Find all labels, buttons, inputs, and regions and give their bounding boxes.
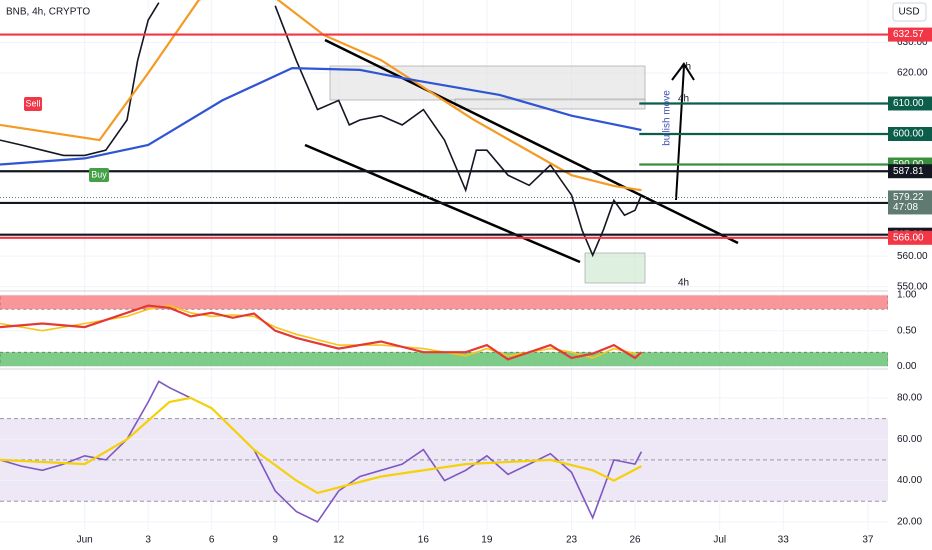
x-tick-label: 6 [209, 535, 215, 546]
y-tick-label: 80.00 [897, 393, 922, 404]
y-tick-label: 40.00 [897, 475, 922, 486]
x-tick-label: Jul [713, 535, 726, 546]
arrow-head [671, 62, 695, 81]
level-tag [888, 96, 932, 111]
buy-badge [89, 168, 109, 182]
x-tick-label: Jun [77, 535, 93, 546]
y-tick-label: 630.00 [897, 37, 928, 48]
trend-line [324, 38, 739, 245]
sell-badge [24, 97, 42, 111]
y-tick-label: 20.00 [897, 517, 922, 528]
y-tick-label: 550.00 [897, 281, 928, 292]
zone-box [584, 252, 646, 284]
level-label: 632.57 [893, 29, 924, 40]
level-tag [888, 230, 932, 245]
buy-label: Buy [91, 169, 107, 179]
series-line [0, 380, 643, 523]
last-price-tag [888, 190, 932, 215]
series-line [0, 304, 642, 359]
level-label: 610.00 [893, 98, 924, 109]
x-tick-label: 23 [566, 535, 578, 546]
tf-label: 4h [678, 94, 689, 105]
y-tick-label: 0.00 [897, 361, 917, 372]
currency-box[interactable] [892, 2, 927, 22]
y-tick-label: 560.00 [897, 251, 928, 262]
tf-label: 4h [678, 278, 689, 289]
x-tick-label: 12 [333, 535, 345, 546]
series-line [0, 396, 642, 495]
level-label: 566.00 [893, 232, 924, 243]
series-line [0, 2, 643, 258]
sell-label: Sell [25, 98, 40, 108]
countdown: 47:08 [893, 202, 918, 213]
tf-label: 4h [680, 62, 691, 73]
last-price-label: 579.22 [893, 192, 924, 203]
x-tick-label: 26 [629, 535, 641, 546]
background-layer [0, 0, 889, 530]
series-line [0, 304, 643, 361]
zone [0, 294, 889, 310]
y-tick-label: 1.00 [897, 290, 917, 301]
x-tick-label: 16 [418, 535, 430, 546]
zone [0, 351, 889, 367]
series-line [0, 66, 642, 166]
symbol: BNB, 4h, CRYPTO [6, 7, 90, 18]
x-tick-label: 3 [145, 535, 151, 546]
level-tag [888, 27, 932, 42]
data-layer [0, 0, 888, 523]
level-label: 587.81 [893, 166, 924, 177]
level-tag [888, 127, 932, 142]
zone-box [329, 65, 646, 101]
level-label: 600.00 [893, 129, 924, 140]
x-tick-label: 19 [481, 535, 493, 546]
note: bullish move [662, 90, 673, 146]
y-tick-label: 620.00 [897, 68, 928, 79]
zone-box [454, 98, 646, 110]
x-tick-label: 33 [778, 535, 790, 546]
x-tick-label: 37 [862, 535, 874, 546]
x-tick-label: 9 [272, 535, 278, 546]
axis-layer: Jun 3 6 9 12 16 19 23 26 Jul 33 37 550.00 560.00 620.0… [77, 27, 932, 546]
currency: USD [898, 7, 919, 18]
price-axis-bg [888, 0, 932, 550]
drawings [304, 38, 739, 284]
level-tag [888, 164, 932, 179]
y-tick-label: 0.50 [897, 325, 917, 336]
y-tick-label: 60.00 [897, 434, 922, 445]
